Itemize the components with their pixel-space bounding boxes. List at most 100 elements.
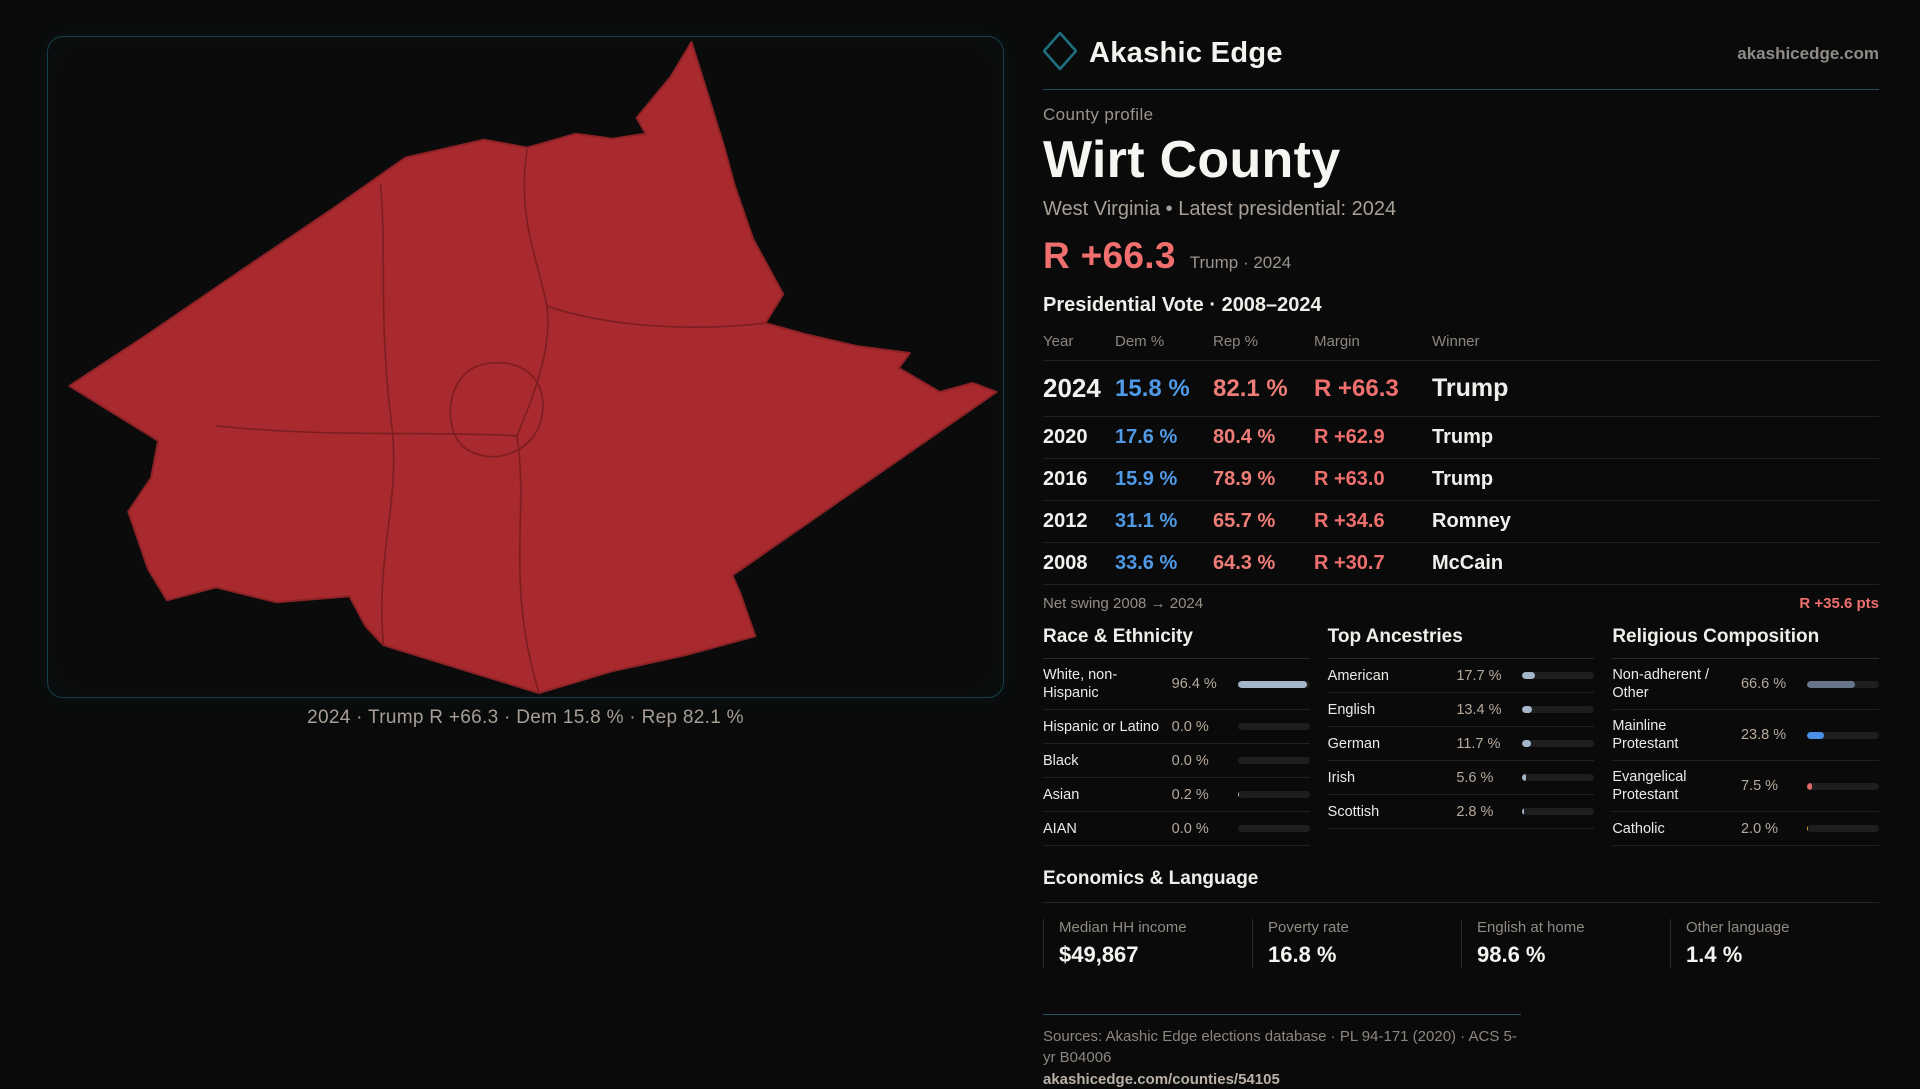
demo-value: 11.7 % [1456, 736, 1514, 752]
stat-bar-fill [1522, 774, 1526, 781]
vote-year: 2008 [1043, 552, 1115, 575]
site-link[interactable]: akashicedge.com [1737, 44, 1879, 64]
demo-value: 23.8 % [1741, 727, 1799, 743]
stat-label: Other language [1686, 919, 1879, 936]
demo-label: German [1328, 735, 1449, 753]
section-title: Religious Composition [1612, 626, 1879, 659]
demo-value: 2.0 % [1741, 821, 1799, 837]
vote-margin: R +30.7 [1314, 552, 1432, 575]
stat-bar-fill [1807, 732, 1824, 739]
stat-bar [1238, 791, 1310, 798]
section-title: Race & Ethnicity [1043, 626, 1310, 659]
stat-value: $49,867 [1059, 942, 1252, 968]
stat-bar [1238, 681, 1310, 688]
column-header: Year [1043, 333, 1115, 350]
stat-bar [1238, 825, 1310, 832]
stat-bar-fill [1522, 808, 1524, 815]
stat-bar [1522, 706, 1594, 713]
econ-stats: Median HH income$49,867 Poverty rate 16.8 … [1043, 919, 1879, 968]
demo-value: 96.4 % [1172, 676, 1230, 692]
eyebrow-label: County profile [1043, 105, 1879, 125]
stat-bar [1807, 681, 1879, 688]
econ-stat: English at home 98.6 % [1461, 919, 1670, 968]
stat-bar-fill [1522, 706, 1532, 713]
demo-label: Black [1043, 752, 1164, 770]
demo-label: Hispanic or Latino [1043, 718, 1164, 736]
vote-year: 2016 [1043, 468, 1115, 491]
demo-label: American [1328, 667, 1449, 685]
vote-winner: Trump [1432, 468, 1879, 491]
dem-share: 31.1 % [1115, 510, 1213, 533]
net-swing-label: Net swing 2008 → 2024 [1043, 595, 1203, 612]
rep-share: 64.3 % [1213, 552, 1314, 575]
net-swing-value: R +35.6 pts [1799, 595, 1879, 612]
vote-margin: R +34.6 [1314, 510, 1432, 533]
county-map [48, 37, 1003, 697]
demo-value: 5.6 % [1456, 770, 1514, 786]
econ-stat: Median HH income$49,867 [1043, 919, 1252, 968]
demo-row: White, non-Hispanic 96.4 % [1043, 659, 1310, 710]
demo-label: Asian [1043, 786, 1164, 804]
footer: Sources: Akashic Edge elections database… [1043, 1014, 1521, 1089]
vote-winner: Romney [1432, 510, 1879, 533]
subtitle: West Virginia • Latest presidential: 202… [1043, 198, 1879, 221]
vote-winner: Trump [1432, 426, 1879, 449]
rep-share: 65.7 % [1213, 510, 1314, 533]
demo-row: German 11.7 % [1328, 727, 1595, 761]
vote-winner: McCain [1432, 552, 1879, 575]
page-title: Wirt County [1043, 131, 1879, 189]
stat-value: 16.8 % [1268, 942, 1461, 968]
dem-share: 15.8 % [1115, 375, 1213, 403]
stat-bar-fill [1807, 783, 1812, 790]
column-header: Dem % [1115, 333, 1213, 350]
demo-section-race: Race & Ethnicity White, non-Hispanic 96.4 … [1043, 626, 1310, 846]
demo-label: White, non-Hispanic [1043, 666, 1164, 702]
econ-stat: Poverty rate 16.8 % [1252, 919, 1461, 968]
demographics-grid: Race & Ethnicity White, non-Hispanic 96.4 … [1043, 626, 1879, 846]
vote-year: 2020 [1043, 426, 1115, 449]
column-header: Winner [1432, 333, 1879, 350]
stat-label: English at home [1477, 919, 1670, 936]
demo-row: Hispanic or Latino 0.0 % [1043, 710, 1310, 744]
stat-bar-fill [1522, 740, 1530, 747]
net-swing-row: Net swing 2008 → 2024 R +35.6 pts [1043, 585, 1879, 620]
demo-label: Irish [1328, 769, 1449, 787]
demo-row: Asian 0.2 % [1043, 778, 1310, 812]
demo-value: 0.0 % [1172, 719, 1230, 735]
demo-value: 2.8 % [1456, 804, 1514, 820]
stat-value: 98.6 % [1477, 942, 1670, 968]
demo-value: 17.7 % [1456, 668, 1514, 684]
stat-bar-fill [1807, 825, 1808, 832]
stat-label: Poverty rate [1268, 919, 1461, 936]
rep-share: 78.9 % [1213, 468, 1314, 491]
demo-label: English [1328, 701, 1449, 719]
hero-margin-note: Trump · 2024 [1190, 253, 1291, 273]
demo-value: 0.2 % [1172, 787, 1230, 803]
demo-row: Mainline Protestant 23.8 % [1612, 710, 1879, 761]
demo-label: Mainline Protestant [1612, 717, 1733, 753]
stat-bar [1522, 740, 1594, 747]
demo-label: Scottish [1328, 803, 1449, 821]
county-profile-panel: Akashic Edge akashicedge.com County prof… [1043, 30, 1879, 1089]
county-shape[interactable] [69, 42, 996, 693]
vote-margin: R +62.9 [1314, 426, 1432, 449]
section-title: Top Ancestries [1328, 626, 1595, 659]
demo-value: 66.6 % [1741, 676, 1799, 692]
stat-bar [1807, 825, 1879, 832]
demo-label: AIAN [1043, 820, 1164, 838]
vote-year: 2012 [1043, 510, 1115, 533]
column-header: Margin [1314, 333, 1432, 350]
demo-value: 0.0 % [1172, 753, 1230, 769]
